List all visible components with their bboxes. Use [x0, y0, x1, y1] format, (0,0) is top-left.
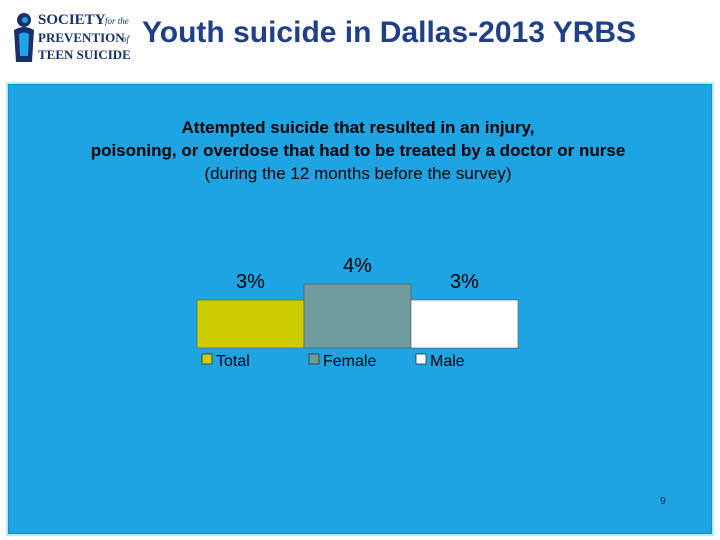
bar-female	[303, 283, 412, 349]
bar-total	[196, 299, 305, 349]
logo-line2: PREVENTION	[38, 30, 125, 45]
slide-header: SOCIETY for the PREVENTION of TEEN SUICI…	[0, 0, 720, 82]
legend-label-female: Female	[323, 353, 376, 370]
logo-line3: TEEN SUICIDE	[38, 47, 131, 62]
logo-figure-icon	[14, 13, 34, 62]
logo-line1: SOCIETY	[38, 12, 106, 28]
logo-line1-small: for the	[105, 16, 129, 26]
bar-male	[410, 299, 519, 349]
slide-title: Youth suicide in Dallas-2013 YRBS	[142, 16, 637, 49]
data-label-female: 4%	[343, 255, 372, 277]
legend-label-male: Male	[430, 353, 465, 370]
logo-line2-small: of	[122, 34, 130, 44]
chart-title-line2: poisoning, or overdose that had to be tr…	[90, 141, 626, 160]
legend-swatch-male	[415, 353, 427, 365]
chart-title-line1: Attempted suicide that resulted in an in…	[181, 118, 535, 137]
page-number: 9	[660, 496, 666, 507]
data-label-total: 3%	[236, 271, 265, 293]
data-label-male: 3%	[450, 271, 479, 293]
chart-heading: Attempted suicide that resulted in an in…	[6, 116, 710, 185]
legend-label-total: Total	[216, 353, 250, 370]
legend-swatch-total	[201, 353, 213, 365]
chart-subtitle: (during the 12 months before the survey)	[204, 164, 512, 183]
legend-swatch-female	[308, 353, 320, 365]
spts-logo: SOCIETY for the PREVENTION of TEEN SUICI…	[10, 10, 134, 66]
